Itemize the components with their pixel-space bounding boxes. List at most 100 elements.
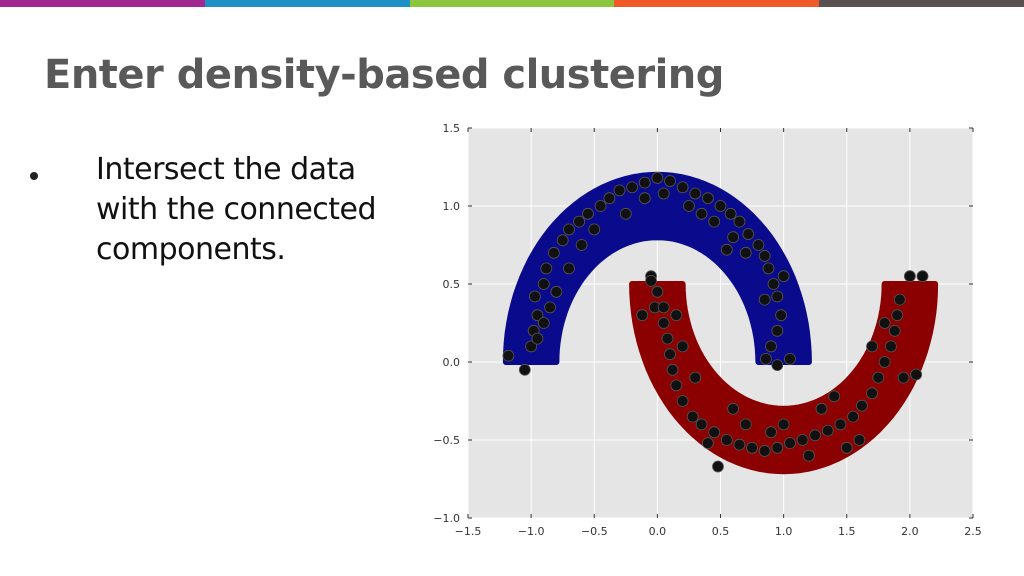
data-point xyxy=(893,293,906,306)
data-point xyxy=(758,445,771,457)
data-point xyxy=(760,352,772,365)
data-point xyxy=(821,424,834,437)
data-point xyxy=(771,324,784,337)
data-point xyxy=(550,285,563,298)
data-point xyxy=(775,309,788,322)
data-point xyxy=(582,207,594,220)
data-point xyxy=(727,402,740,415)
slide-title: Enter density-based clustering xyxy=(44,52,724,98)
bullet-dot-icon xyxy=(30,172,38,180)
data-point xyxy=(784,352,796,365)
data-point xyxy=(701,192,714,205)
data-point xyxy=(676,395,689,407)
data-point xyxy=(866,387,878,400)
data-point xyxy=(888,324,901,337)
top-color-bar xyxy=(0,0,1024,7)
y-tick-label: 1.5 xyxy=(443,122,461,135)
data-point xyxy=(758,293,771,306)
data-point xyxy=(802,449,815,462)
data-point xyxy=(809,429,822,442)
data-point xyxy=(765,340,777,353)
data-point xyxy=(531,332,544,345)
x-tick-label: 0.0 xyxy=(649,525,667,538)
x-tick-label: 2.0 xyxy=(901,525,919,538)
data-point xyxy=(885,340,897,353)
data-point xyxy=(771,290,784,303)
data-point xyxy=(746,441,758,454)
data-point xyxy=(563,223,575,236)
data-point xyxy=(910,368,923,381)
data-point xyxy=(720,243,733,256)
data-point xyxy=(651,285,664,298)
data-point xyxy=(594,200,607,212)
data-point xyxy=(815,402,828,415)
data-point xyxy=(556,234,569,247)
data-point xyxy=(657,301,670,314)
data-point xyxy=(724,207,737,220)
data-point xyxy=(588,223,601,236)
data-point xyxy=(651,172,664,184)
data-point xyxy=(752,239,765,251)
data-point xyxy=(828,390,841,403)
data-point xyxy=(638,192,651,205)
data-point xyxy=(733,215,746,228)
data-point xyxy=(638,176,651,189)
data-point xyxy=(636,309,649,322)
data-point xyxy=(777,418,790,431)
data-point xyxy=(742,228,755,240)
bullet-item: Intersect the data with the connected co… xyxy=(30,150,410,270)
data-point xyxy=(645,274,657,287)
x-tick-label: 0.5 xyxy=(712,525,730,538)
color-bar-segment-purple xyxy=(0,0,205,7)
data-point xyxy=(727,231,740,244)
data-point xyxy=(657,317,670,329)
data-point xyxy=(916,270,929,283)
x-tick-label: 2.5 xyxy=(964,525,982,538)
data-point xyxy=(544,301,556,314)
bullet-list: Intersect the data with the connected co… xyxy=(30,150,410,270)
data-point xyxy=(657,187,670,200)
data-point xyxy=(739,418,752,431)
data-point xyxy=(771,359,784,372)
data-point xyxy=(537,278,550,290)
data-point xyxy=(518,363,531,376)
data-point xyxy=(847,410,859,423)
bullet-text: Intersect the data with the connected co… xyxy=(96,152,377,267)
data-point xyxy=(739,246,752,259)
data-point xyxy=(531,309,544,322)
data-point xyxy=(777,270,790,283)
data-point xyxy=(525,340,538,353)
data-point xyxy=(866,340,878,353)
data-point xyxy=(840,441,853,454)
data-point xyxy=(686,410,699,423)
data-point xyxy=(765,426,777,439)
data-point xyxy=(537,317,550,329)
data-point xyxy=(712,460,724,473)
data-point xyxy=(664,175,676,187)
data-point xyxy=(619,207,632,220)
data-point xyxy=(676,340,689,353)
data-point xyxy=(689,371,702,384)
data-point xyxy=(603,192,616,205)
data-point xyxy=(573,215,586,228)
data-point xyxy=(689,187,702,200)
data-point xyxy=(891,309,904,322)
data-point xyxy=(762,262,775,275)
data-point xyxy=(547,246,560,259)
y-tick-label: −0.5 xyxy=(433,434,460,447)
data-point xyxy=(878,317,891,329)
x-tick-label: −1.0 xyxy=(518,525,545,538)
data-point xyxy=(683,200,695,212)
data-point xyxy=(563,262,575,275)
data-point xyxy=(767,278,780,290)
data-point xyxy=(771,441,784,454)
x-tick-label: −1.5 xyxy=(455,525,482,538)
data-point xyxy=(676,181,689,194)
x-tick-label: 1.0 xyxy=(775,525,793,538)
data-point xyxy=(670,309,683,322)
color-bar-segment-orange xyxy=(614,0,820,7)
data-point xyxy=(834,418,847,431)
data-point xyxy=(661,332,674,345)
data-point xyxy=(695,418,708,431)
scatter-chart: −1.5 −1.0 −0.5 0.0 0.5 1.0 1.5 2.0 2.5−1.0−0.50.… xyxy=(433,122,982,538)
